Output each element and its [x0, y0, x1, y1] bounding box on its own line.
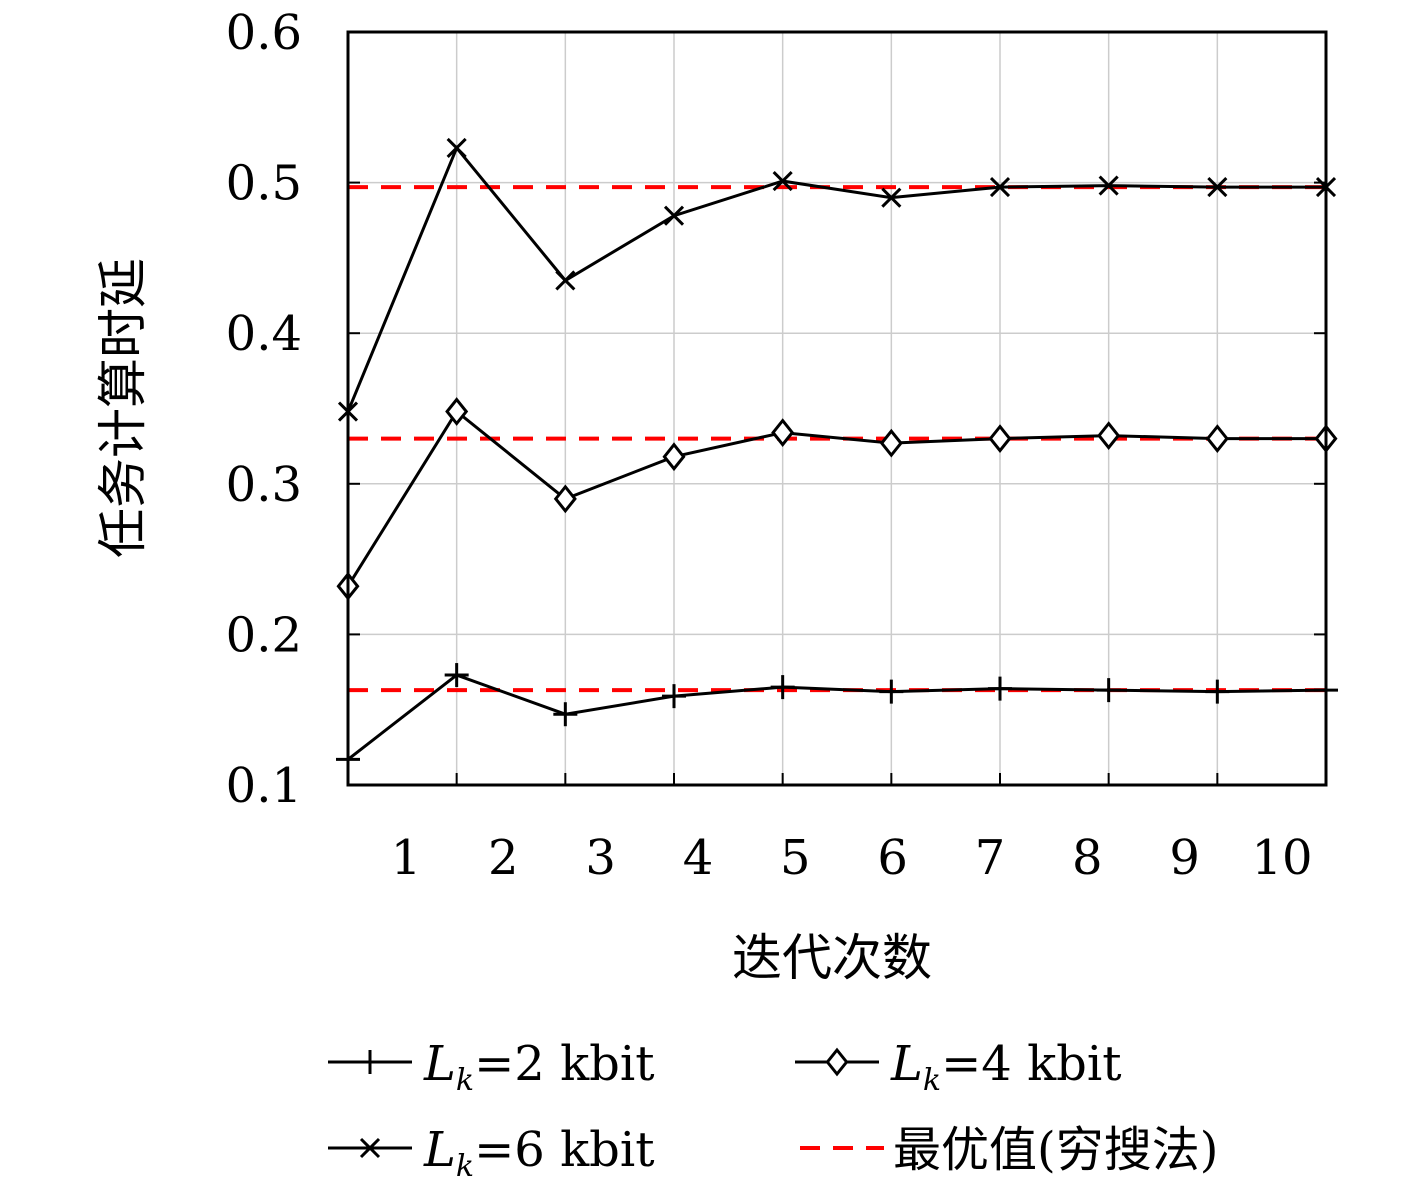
data-point-series-1 — [662, 684, 686, 709]
x-tick-label: 6 — [877, 830, 908, 886]
x-tick-label: 1 — [391, 830, 422, 886]
series-line-3 — [346, 145, 1326, 413]
data-point-series-1 — [1205, 679, 1230, 704]
grid — [348, 32, 1326, 785]
data-point-series-3 — [446, 137, 467, 159]
data-point-series-2 — [771, 418, 795, 447]
marker-plus — [358, 1050, 382, 1074]
data-point-series-3 — [1098, 175, 1119, 196]
data-point-series-1 — [444, 663, 469, 688]
legend-label: Lk=6 kbit — [423, 1122, 655, 1184]
legend-item-2: Lk=4 kbit — [795, 1036, 1122, 1098]
marker-x — [359, 1137, 381, 1159]
marker-diamond — [825, 1047, 849, 1077]
data-point-series-3 — [881, 187, 902, 208]
data-point-series-1 — [553, 702, 578, 727]
x-tick-label: 7 — [975, 830, 1006, 886]
y-tick-label: 0.2 — [226, 607, 302, 663]
y-tick-label: 0.4 — [226, 306, 302, 362]
x-tick-label: 5 — [780, 830, 811, 886]
data-point-series-2 — [553, 484, 577, 514]
series-line-1 — [347, 673, 1327, 761]
data-point-series-1 — [988, 676, 1012, 701]
x-tick-label: 4 — [683, 830, 714, 886]
data-point-series-3 — [772, 171, 793, 192]
x-tick-label: 8 — [1072, 830, 1103, 886]
legend-item-3: Lk=6 kbit — [328, 1122, 655, 1184]
legend-item-reference: 最优值(穷搜法) — [800, 1122, 1218, 1178]
x-tick-label: 10 — [1251, 830, 1312, 886]
plot-area — [348, 32, 1326, 785]
data-point-series-2 — [662, 442, 686, 472]
legend-label: Lk=2 kbit — [423, 1036, 655, 1098]
series-line-2 — [346, 409, 1326, 588]
x-tick-label: 2 — [488, 830, 519, 886]
x-axis-label: 迭代次数 — [732, 929, 932, 987]
data-point-series-3 — [555, 270, 576, 291]
legend-label: 最优值(穷搜法) — [893, 1122, 1218, 1178]
data-point-series-3 — [663, 205, 685, 226]
y-tick-label: 0.5 — [226, 156, 302, 212]
y-tick-label: 0.1 — [226, 758, 302, 814]
data-point-series-3 — [989, 177, 1011, 198]
y-tick-label: 0.3 — [226, 457, 302, 513]
data-point-series-2 — [1097, 421, 1121, 451]
legend-label: Lk=4 kbit — [890, 1036, 1122, 1098]
data-point-series-3 — [1207, 177, 1228, 198]
data-point-series-2 — [988, 424, 1012, 454]
y-axis-label: 任务计算时延 — [94, 258, 152, 558]
y-tick-label: 0.6 — [226, 5, 302, 61]
data-point-series-1 — [770, 675, 795, 700]
axis-frame — [346, 30, 1328, 787]
data-point-series-1 — [1096, 678, 1121, 703]
x-tick-label: 9 — [1169, 830, 1200, 886]
data-point-series-1 — [879, 679, 904, 704]
data-point-series-2 — [1205, 424, 1229, 454]
data-point-series-2 — [879, 428, 903, 458]
x-tick-label: 3 — [585, 830, 616, 886]
legend-item-1: Lk=2 kbit — [328, 1036, 655, 1098]
data-point-series-2 — [445, 397, 469, 426]
